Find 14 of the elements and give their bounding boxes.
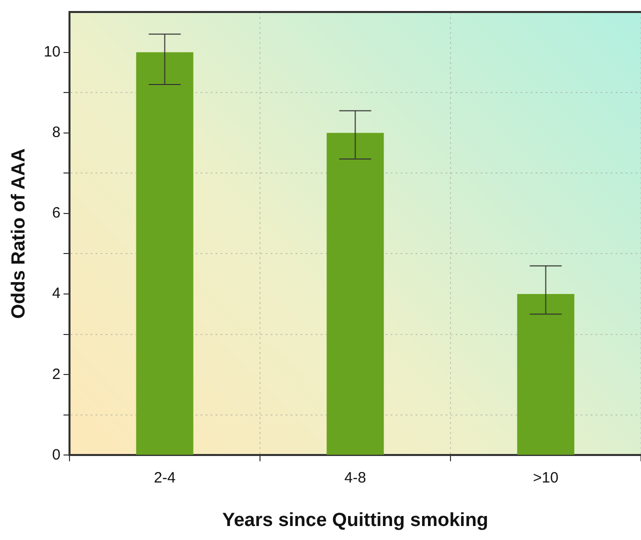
bar — [136, 52, 194, 455]
y-tick-label: 6 — [52, 204, 60, 222]
x-tick-label: >10 — [533, 469, 558, 486]
y-tick-label: 0 — [52, 446, 60, 464]
x-axis-title: Years since Quitting smoking — [222, 510, 488, 531]
y-tick-label: 10 — [44, 43, 60, 60]
y-axis-title: Odds Ratio of AAA — [8, 148, 30, 319]
bar — [517, 294, 574, 455]
y-tick-label: 8 — [52, 124, 60, 142]
x-tick-label: 4-8 — [344, 469, 366, 486]
y-tick-label: 4 — [52, 285, 60, 302]
y-tick-label: 2 — [52, 366, 60, 383]
bar — [326, 132, 384, 455]
x-tick-label: 2-4 — [154, 469, 176, 486]
